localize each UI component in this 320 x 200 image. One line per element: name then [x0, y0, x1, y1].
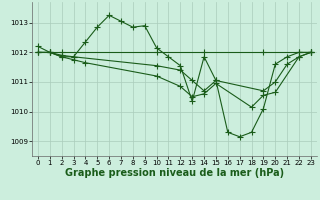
X-axis label: Graphe pression niveau de la mer (hPa): Graphe pression niveau de la mer (hPa) — [65, 168, 284, 178]
